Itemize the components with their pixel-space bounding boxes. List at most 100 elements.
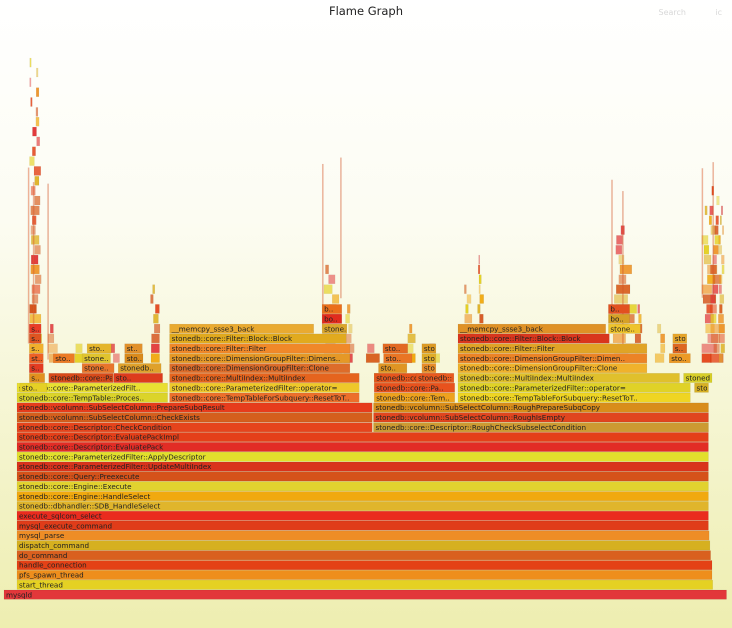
flame-frame[interactable]: mysql_parse: [16, 530, 710, 541]
frame-rect[interactable]: [16, 540, 711, 551]
flame-frame[interactable]: stonedb::core::DimensionGroupFilter::Clo…: [457, 363, 648, 374]
frame-rect[interactable]: [16, 461, 709, 472]
flame-frame[interactable]: s..: [29, 333, 42, 344]
spike-frame[interactable]: [721, 264, 725, 275]
frame-rect[interactable]: [29, 323, 42, 334]
frame-rect[interactable]: [16, 491, 709, 502]
spike-frame[interactable]: [713, 343, 720, 353]
frame-rect[interactable]: [169, 353, 351, 364]
frame-rect[interactable]: [169, 363, 351, 374]
spike-frame[interactable]: [29, 77, 32, 88]
spike-frame[interactable]: [151, 333, 160, 344]
search-button[interactable]: Search: [658, 8, 686, 17]
frame-rect[interactable]: [374, 392, 455, 403]
spike-frame[interactable]: [703, 254, 712, 265]
flame-frame[interactable]: stonedb::core::Filter::Filter: [169, 343, 351, 354]
flame-frame[interactable]: start_thread: [16, 579, 713, 590]
spike-frame[interactable]: [701, 235, 709, 245]
frame-rect[interactable]: [672, 343, 687, 354]
spike-frame[interactable]: [710, 264, 717, 275]
spike-frame[interactable]: [407, 333, 416, 344]
flame-frame[interactable]: pfs_spawn_thread: [16, 570, 713, 580]
frame-rect[interactable]: [457, 382, 691, 393]
frame-rect[interactable]: [16, 570, 713, 580]
frame-rect[interactable]: [608, 314, 630, 324]
spike-frame[interactable]: [345, 314, 350, 324]
frame-rect[interactable]: [383, 353, 413, 364]
spike-frame[interactable]: [150, 294, 154, 304]
spike-frame[interactable]: [30, 97, 33, 107]
spike-frame[interactable]: [708, 215, 712, 225]
frame-rect[interactable]: [457, 353, 648, 364]
spike-frame[interactable]: [30, 225, 36, 235]
frame-rect[interactable]: [321, 323, 348, 334]
spike-frame[interactable]: [710, 323, 719, 334]
spike-frame[interactable]: [710, 294, 716, 304]
flame-frame[interactable]: stonedb::core::ParameterizedFilter::Upda…: [16, 461, 709, 472]
spike-frame[interactable]: [712, 284, 719, 294]
spike-frame[interactable]: [325, 264, 329, 275]
flame-frame[interactable]: stonedb::core::DimensionGroupFilter::Dim…: [457, 353, 648, 364]
spike-frame[interactable]: [32, 126, 37, 137]
flame-frame[interactable]: stonedb::core::ParameterizedFilter::Appl…: [16, 451, 709, 462]
frame-rect[interactable]: [86, 343, 112, 354]
spike-frame[interactable]: [29, 314, 42, 324]
spike-frame[interactable]: [638, 314, 642, 324]
flame-frame[interactable]: s..: [29, 373, 45, 383]
spike-frame[interactable]: [711, 185, 714, 196]
spike-frame[interactable]: [718, 314, 724, 324]
frame-rect[interactable]: [124, 353, 144, 364]
frame-rect[interactable]: [16, 451, 709, 462]
spike-frame[interactable]: [348, 323, 353, 334]
flame-frame[interactable]: sto..: [421, 363, 439, 374]
spike-frame[interactable]: [150, 353, 160, 363]
flame-frame[interactable]: mysqld: [3, 589, 727, 600]
spike-frame[interactable]: [35, 116, 40, 127]
flame-frame[interactable]: sto..: [382, 343, 408, 354]
spike-frame[interactable]: [712, 254, 717, 265]
frame-rect[interactable]: [457, 323, 606, 334]
spike-frame[interactable]: [323, 284, 333, 294]
flame-frame[interactable]: stonedb::core::Filter::Block::Block: [457, 333, 610, 344]
flame-frame[interactable]: sto..: [86, 343, 112, 354]
flame-frame[interactable]: stonedb::core::Filter::Filter: [457, 343, 648, 354]
frame-rect[interactable]: [169, 333, 347, 344]
flame-frame[interactable]: stonedb::core::TempTableForSubquery::Res…: [457, 392, 691, 403]
spike-frame[interactable]: [35, 107, 39, 117]
frame-rect[interactable]: [421, 363, 437, 374]
frame-rect[interactable]: [3, 589, 727, 600]
spike-frame[interactable]: [612, 333, 626, 344]
spike-frame[interactable]: [718, 235, 721, 245]
frame-rect[interactable]: [321, 304, 343, 314]
spike-frame[interactable]: [710, 333, 721, 344]
flame-frame[interactable]: sto..: [672, 333, 690, 344]
flame-frame[interactable]: stonedb::core::Descriptor::EvaluatePack: [16, 442, 709, 452]
frame-rect[interactable]: [421, 353, 437, 364]
frame-rect[interactable]: [378, 363, 408, 374]
spike-frame[interactable]: [713, 245, 719, 255]
flame-frame[interactable]: stonedb..: [683, 373, 720, 383]
frame-rect[interactable]: [16, 520, 709, 531]
frame-rect[interactable]: [321, 314, 343, 324]
frame-rect[interactable]: [382, 343, 408, 354]
frame-rect[interactable]: [457, 373, 680, 383]
spike-frame[interactable]: [477, 304, 481, 314]
flame-frame[interactable]: stonedb::core::TempTableForSubquery::Res…: [169, 392, 360, 403]
flame-frame[interactable]: st..: [29, 353, 44, 364]
spike-frame[interactable]: [47, 343, 58, 353]
spike-frame[interactable]: [710, 314, 717, 324]
flame-frame[interactable]: sto..: [421, 343, 439, 354]
flame-frame[interactable]: stonedb..: [117, 363, 162, 374]
flame-frame[interactable]: stonedb::core::Descriptor::RoughCheckSub…: [373, 422, 709, 433]
flame-frame[interactable]: b..: [321, 304, 343, 314]
frame-rect[interactable]: [16, 481, 709, 492]
spike-frame[interactable]: [479, 294, 484, 304]
frame-rect[interactable]: [415, 373, 455, 383]
frame-rect[interactable]: [373, 422, 709, 433]
frame-rect[interactable]: [16, 382, 168, 393]
spike-frame[interactable]: [718, 353, 724, 363]
flame-frame[interactable]: stonedb::core::Engine::Execute: [16, 481, 709, 492]
spike-frame[interactable]: [34, 245, 41, 255]
frame-rect[interactable]: [608, 323, 641, 334]
frame-rect[interactable]: [16, 560, 713, 571]
